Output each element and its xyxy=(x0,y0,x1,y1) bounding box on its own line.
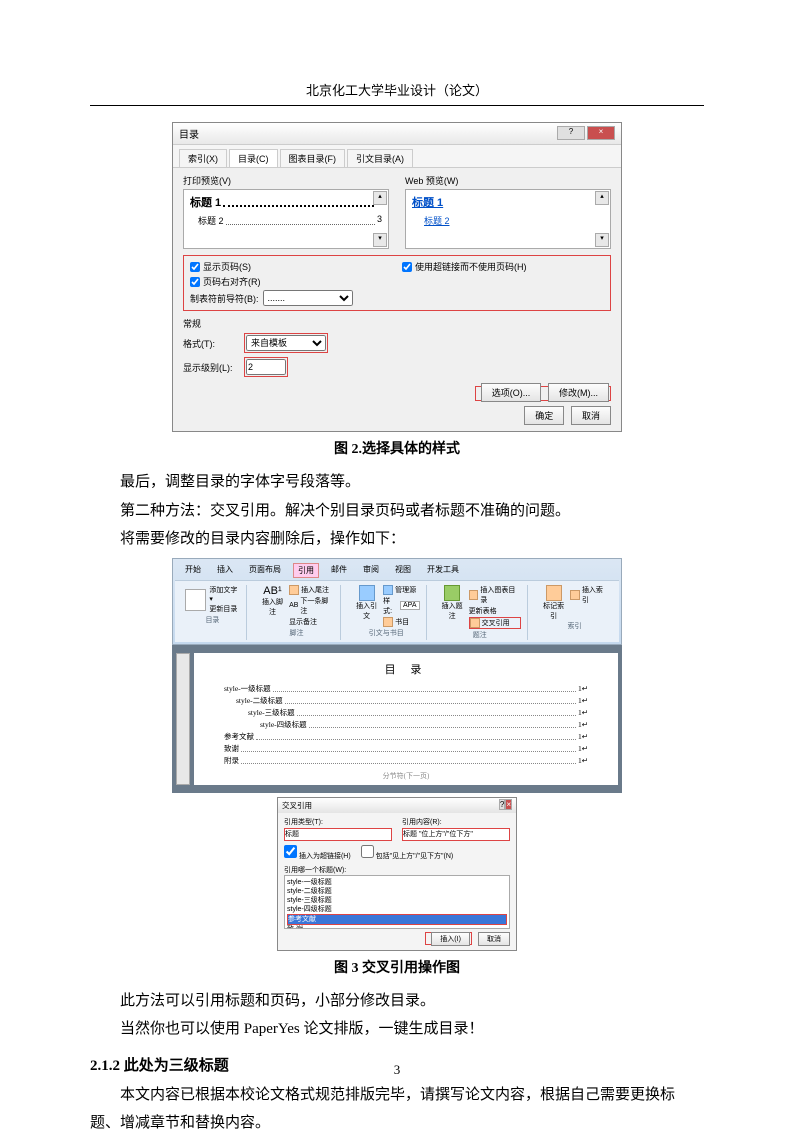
crossref-dialog-title: 交叉引用 xyxy=(282,800,312,811)
list-item[interactable]: style-一级标题 xyxy=(287,878,507,887)
ribbon-tab-layout[interactable]: 页面布局 xyxy=(245,563,285,578)
help-button[interactable]: ? xyxy=(557,126,585,140)
figure1-caption: 图 2.选择具体的样式 xyxy=(90,438,704,458)
dialog-title: 目录 xyxy=(179,126,199,141)
ribbon-tab-home[interactable]: 开始 xyxy=(181,563,205,578)
toc-line: 致谢1↵ xyxy=(224,743,588,755)
insert-link-checkbox[interactable] xyxy=(284,845,297,858)
toc-line: 参考文献1↵ xyxy=(224,731,588,743)
doc-area: 目 录 style-一级标题1↵style-二级标题1↵style-三级标题1↵… xyxy=(172,645,622,793)
crossref-dialog: 交叉引用 ?× 引用类型(T):标题 引用内容(R):标题 "位上方"/"位下方… xyxy=(277,797,517,951)
tab-index[interactable]: 索引(X) xyxy=(179,149,227,167)
close-button[interactable]: × xyxy=(505,799,512,810)
levels-spinner[interactable] xyxy=(246,359,286,375)
word-screenshot: 开始 插入 页面布局 引用 邮件 审阅 视图 开发工具 添加文字▾更新目录 目录… xyxy=(172,558,622,951)
ribbon: 开始 插入 页面布局 引用 邮件 审阅 视图 开发工具 添加文字▾更新目录 目录… xyxy=(172,558,622,645)
toc-line: style-四级标题1↵ xyxy=(224,719,588,731)
paragraph-6: 本文内容已根据本校论文格式规范排版完毕，请撰写论文内容，根据自己需要更换标题、增… xyxy=(90,1081,704,1138)
ribbon-group-toc: 添加文字▾更新目录 目录 xyxy=(179,585,247,640)
section-break: 分节符(下一页) xyxy=(224,771,588,781)
insert-button[interactable]: 插入(I) xyxy=(431,932,470,946)
toc-dialog: 目录 ? × 索引(X) 目录(C) 图表目录(F) 引文目录(A) 打印预览(… xyxy=(172,122,622,432)
ribbon-group-footnote: AB¹插入脚注插入尾注AB下一条脚注显示备注 脚注 xyxy=(253,585,341,640)
ok-button[interactable]: 确定 xyxy=(524,406,564,425)
ribbon-group-citations: 插入引文管理源样式:APA书目 引文与书目 xyxy=(347,585,426,640)
format-select[interactable]: 来自模板 xyxy=(246,335,326,351)
page-number: 3 xyxy=(0,1062,794,1078)
toc-line: style-三级标题1↵ xyxy=(224,707,588,719)
paragraph-3: 将需要修改的目录内容删除后，操作如下： xyxy=(90,525,704,554)
print-preview-label: 打印预览(V) xyxy=(183,174,389,187)
leader-select[interactable]: ....... xyxy=(263,290,353,306)
web-heading1-link[interactable]: 标题 1 xyxy=(412,194,604,210)
ribbon-tab-insert[interactable]: 插入 xyxy=(213,563,237,578)
web-preview-box: ▴ ▾ 标题 1 标题 2 xyxy=(405,189,611,249)
figure2-caption: 图 3 交叉引用操作图 xyxy=(90,957,704,977)
ribbon-tab-dev[interactable]: 开发工具 xyxy=(423,563,463,578)
scroll-up-icon[interactable]: ▴ xyxy=(373,191,387,205)
dialog-tabs: 索引(X) 目录(C) 图表目录(F) 引文目录(A) xyxy=(173,145,621,168)
scroll-down-icon[interactable]: ▾ xyxy=(595,233,609,247)
close-button[interactable]: × xyxy=(587,126,615,140)
list-item[interactable]: 致 谢 xyxy=(287,925,507,929)
ribbon-tab-view[interactable]: 视图 xyxy=(391,563,415,578)
hyperlink-checkbox[interactable] xyxy=(402,262,412,272)
tab-figures[interactable]: 图表目录(F) xyxy=(280,149,346,167)
include-above-checkbox[interactable] xyxy=(361,845,374,858)
web-heading2-link[interactable]: 标题 2 xyxy=(424,214,604,227)
ribbon-group-index: 标记索引插入索引 索引 xyxy=(534,585,615,640)
cancel-button[interactable]: 取消 xyxy=(478,932,510,946)
crossref-button[interactable]: 交叉引用 xyxy=(482,618,510,628)
ribbon-tab-review[interactable]: 审阅 xyxy=(359,563,383,578)
toc-line: style-二级标题1↵ xyxy=(224,695,588,707)
checkbox-section: 显示页码(S) 页码右对齐(R) 制表符前导符(B):....... 使用超链接… xyxy=(183,255,611,311)
ribbon-tab-mail[interactable]: 邮件 xyxy=(327,563,351,578)
modify-button[interactable]: 修改(M)... xyxy=(548,383,609,402)
heading-list[interactable]: style-一级标题 style-二级标题 style-三级标题 style-四… xyxy=(284,875,510,929)
paragraph-4: 此方法可以引用标题和页码，小部分修改目录。 xyxy=(90,987,704,1016)
paragraph-1: 最后，调整目录的字体字号段落等。 xyxy=(90,468,704,497)
toc-line: 附录1↵ xyxy=(224,755,588,767)
tab-toc[interactable]: 目录(C) xyxy=(229,149,278,167)
vertical-ruler xyxy=(176,653,190,785)
scroll-up-icon[interactable]: ▴ xyxy=(595,191,609,205)
print-preview-box: ▴ ▾ 标题 11 标题 23 xyxy=(183,189,389,249)
ref-type-select[interactable]: 标题 xyxy=(284,828,392,841)
scroll-down-icon[interactable]: ▾ xyxy=(373,233,387,247)
header-title: 北京化工大学毕业设计（论文） xyxy=(90,80,704,106)
cancel-button[interactable]: 取消 xyxy=(571,406,611,425)
list-item[interactable]: 参考文献 xyxy=(287,914,507,925)
tab-citations[interactable]: 引文目录(A) xyxy=(347,149,413,167)
paragraph-5: 当然你也可以使用 PaperYes 论文排版，一键生成目录！ xyxy=(90,1015,704,1044)
dialog-titlebar: 目录 ? × xyxy=(173,123,621,145)
list-item[interactable]: style-三级标题 xyxy=(287,896,507,905)
list-item[interactable]: style-二级标题 xyxy=(287,887,507,896)
toc-line: style-一级标题1↵ xyxy=(224,683,588,695)
ref-content-select[interactable]: 标题 "位上方"/"位下方" xyxy=(402,828,510,841)
right-align-checkbox[interactable] xyxy=(190,277,200,287)
ribbon-tab-references[interactable]: 引用 xyxy=(293,563,319,578)
list-item[interactable]: style-四级标题 xyxy=(287,905,507,914)
doc-toc-title: 目 录 xyxy=(224,661,588,677)
ribbon-group-caption: 插入题注插入图表目录更新表格交叉引用 题注 xyxy=(433,585,529,640)
paragraph-2: 第二种方法：交叉引用。解决个别目录页码或者标题不准确的问题。 xyxy=(90,497,704,526)
web-preview-label: Web 预览(W) xyxy=(405,174,611,187)
doc-page: 目 录 style-一级标题1↵style-二级标题1↵style-三级标题1↵… xyxy=(194,653,618,785)
show-page-checkbox[interactable] xyxy=(190,262,200,272)
general-label: 常规 xyxy=(183,317,611,330)
options-button[interactable]: 选项(O)... xyxy=(481,383,542,402)
update-toc-button[interactable]: 更新目录 xyxy=(209,604,237,614)
